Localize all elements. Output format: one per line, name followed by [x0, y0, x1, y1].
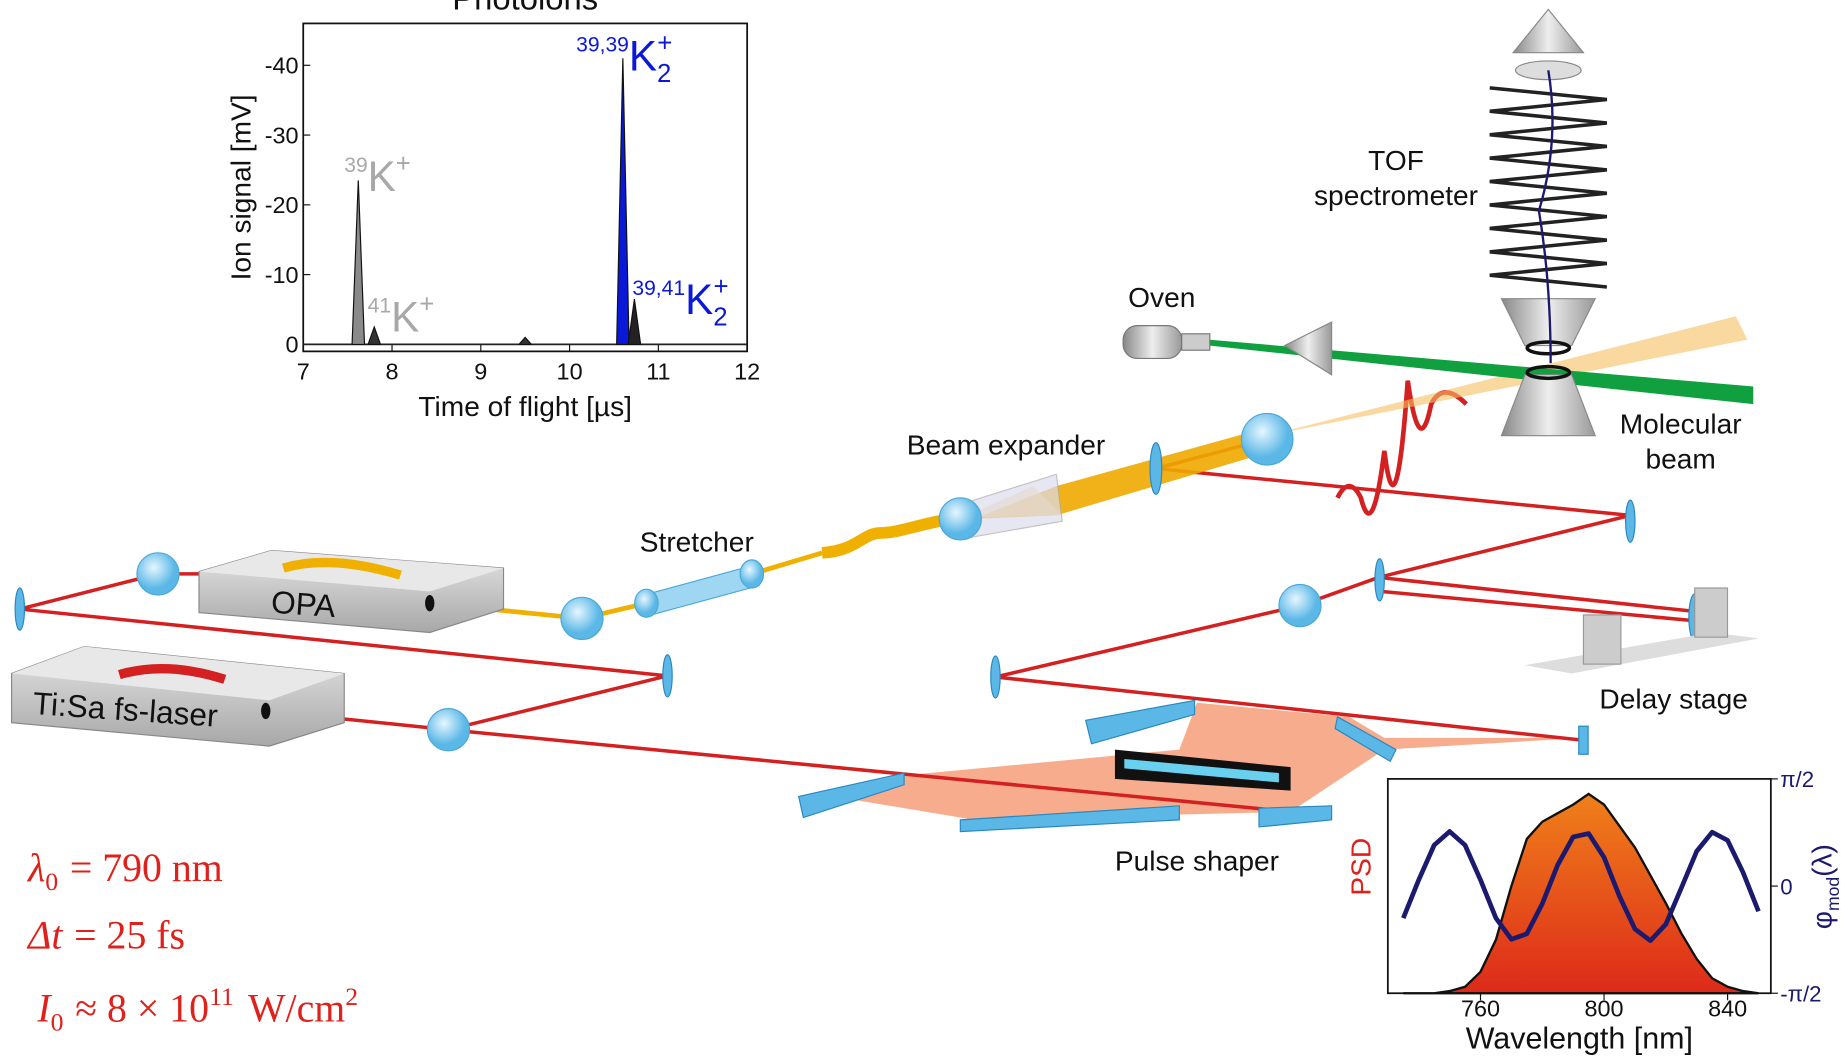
y2-label-sub: mod: [1823, 877, 1841, 911]
label-mass: 39: [344, 154, 367, 177]
label-mass: 41: [368, 295, 391, 318]
y-tick-label: -30: [265, 122, 299, 148]
label: Pulse shaper: [1115, 845, 1279, 876]
y2-tick-label: π/2: [1780, 767, 1814, 792]
x-tick-label: 10: [557, 358, 583, 384]
label-mass: 39,41: [632, 277, 685, 300]
label: Beam expander: [907, 429, 1105, 460]
y-axis-label: Ion signal [mV]: [226, 94, 257, 280]
equation: λ0= 790 nm: [27, 846, 223, 896]
label: beam: [1645, 444, 1715, 475]
label: OPA: [270, 584, 338, 624]
label-charge: +: [396, 150, 411, 178]
label: Oven: [1128, 282, 1195, 313]
y2-tick-label: 0: [1780, 874, 1792, 899]
x-tick-label: 7: [297, 358, 310, 384]
label: Stretcher: [640, 527, 754, 558]
y2-axis-label: φmod(λ): [1807, 844, 1841, 929]
inset-title: Photoions: [452, 0, 598, 16]
label: TOF: [1368, 145, 1424, 176]
label-sub: 2: [657, 60, 671, 88]
label: Molecular: [1620, 408, 1742, 439]
y-tick-label: -40: [265, 52, 299, 78]
x-tick-label: 800: [1585, 996, 1624, 1022]
x-tick-label: 12: [734, 358, 760, 384]
figure: TOF spectrometer Oven Molecular beam Bea…: [0, 0, 1841, 1060]
x-tick-label: 840: [1708, 996, 1747, 1022]
y2-label-symbol: φ: [1807, 911, 1838, 929]
label: spectrometer: [1314, 180, 1478, 211]
y2-tick-label: -π/2: [1780, 981, 1821, 1006]
equation: Δt= 25 fs: [26, 914, 185, 958]
labels: TOF spectrometer Oven Molecular beam Bea…: [32, 145, 1748, 876]
psd-inset: 760 800 840 π/2 0 -π/2 Wavelength [nm] PSD φmod(…: [1345, 767, 1841, 1055]
label-charge: +: [657, 30, 672, 58]
label: Delay stage: [1599, 684, 1747, 715]
label-sub: 2: [713, 304, 727, 332]
x-tick-label: 11: [646, 358, 670, 384]
label-ion: K: [368, 153, 396, 200]
label-ion: K: [629, 32, 657, 79]
label-ion: K: [391, 293, 419, 340]
label-charge: +: [714, 273, 729, 301]
x-axis-label: Time of flight [µs]: [418, 391, 632, 422]
x-tick-label: 8: [386, 358, 399, 384]
y-tick-label: 0: [286, 332, 299, 358]
label-ion: K: [685, 276, 713, 323]
label-mass: 39,39: [576, 34, 629, 57]
tof-inset: Photoions Time of flight [µs] Ion signal […: [226, 0, 761, 422]
y2-label-arg: (λ): [1807, 844, 1838, 877]
x-axis-label: Wavelength [nm]: [1466, 1021, 1693, 1055]
y-tick-label: -10: [265, 262, 299, 288]
x-tick-label: 760: [1461, 996, 1500, 1022]
y-axis-label: PSD: [1345, 838, 1376, 896]
x-tick-label: 9: [474, 358, 487, 384]
label-charge: +: [419, 291, 434, 319]
y-tick-label: -20: [265, 192, 299, 218]
